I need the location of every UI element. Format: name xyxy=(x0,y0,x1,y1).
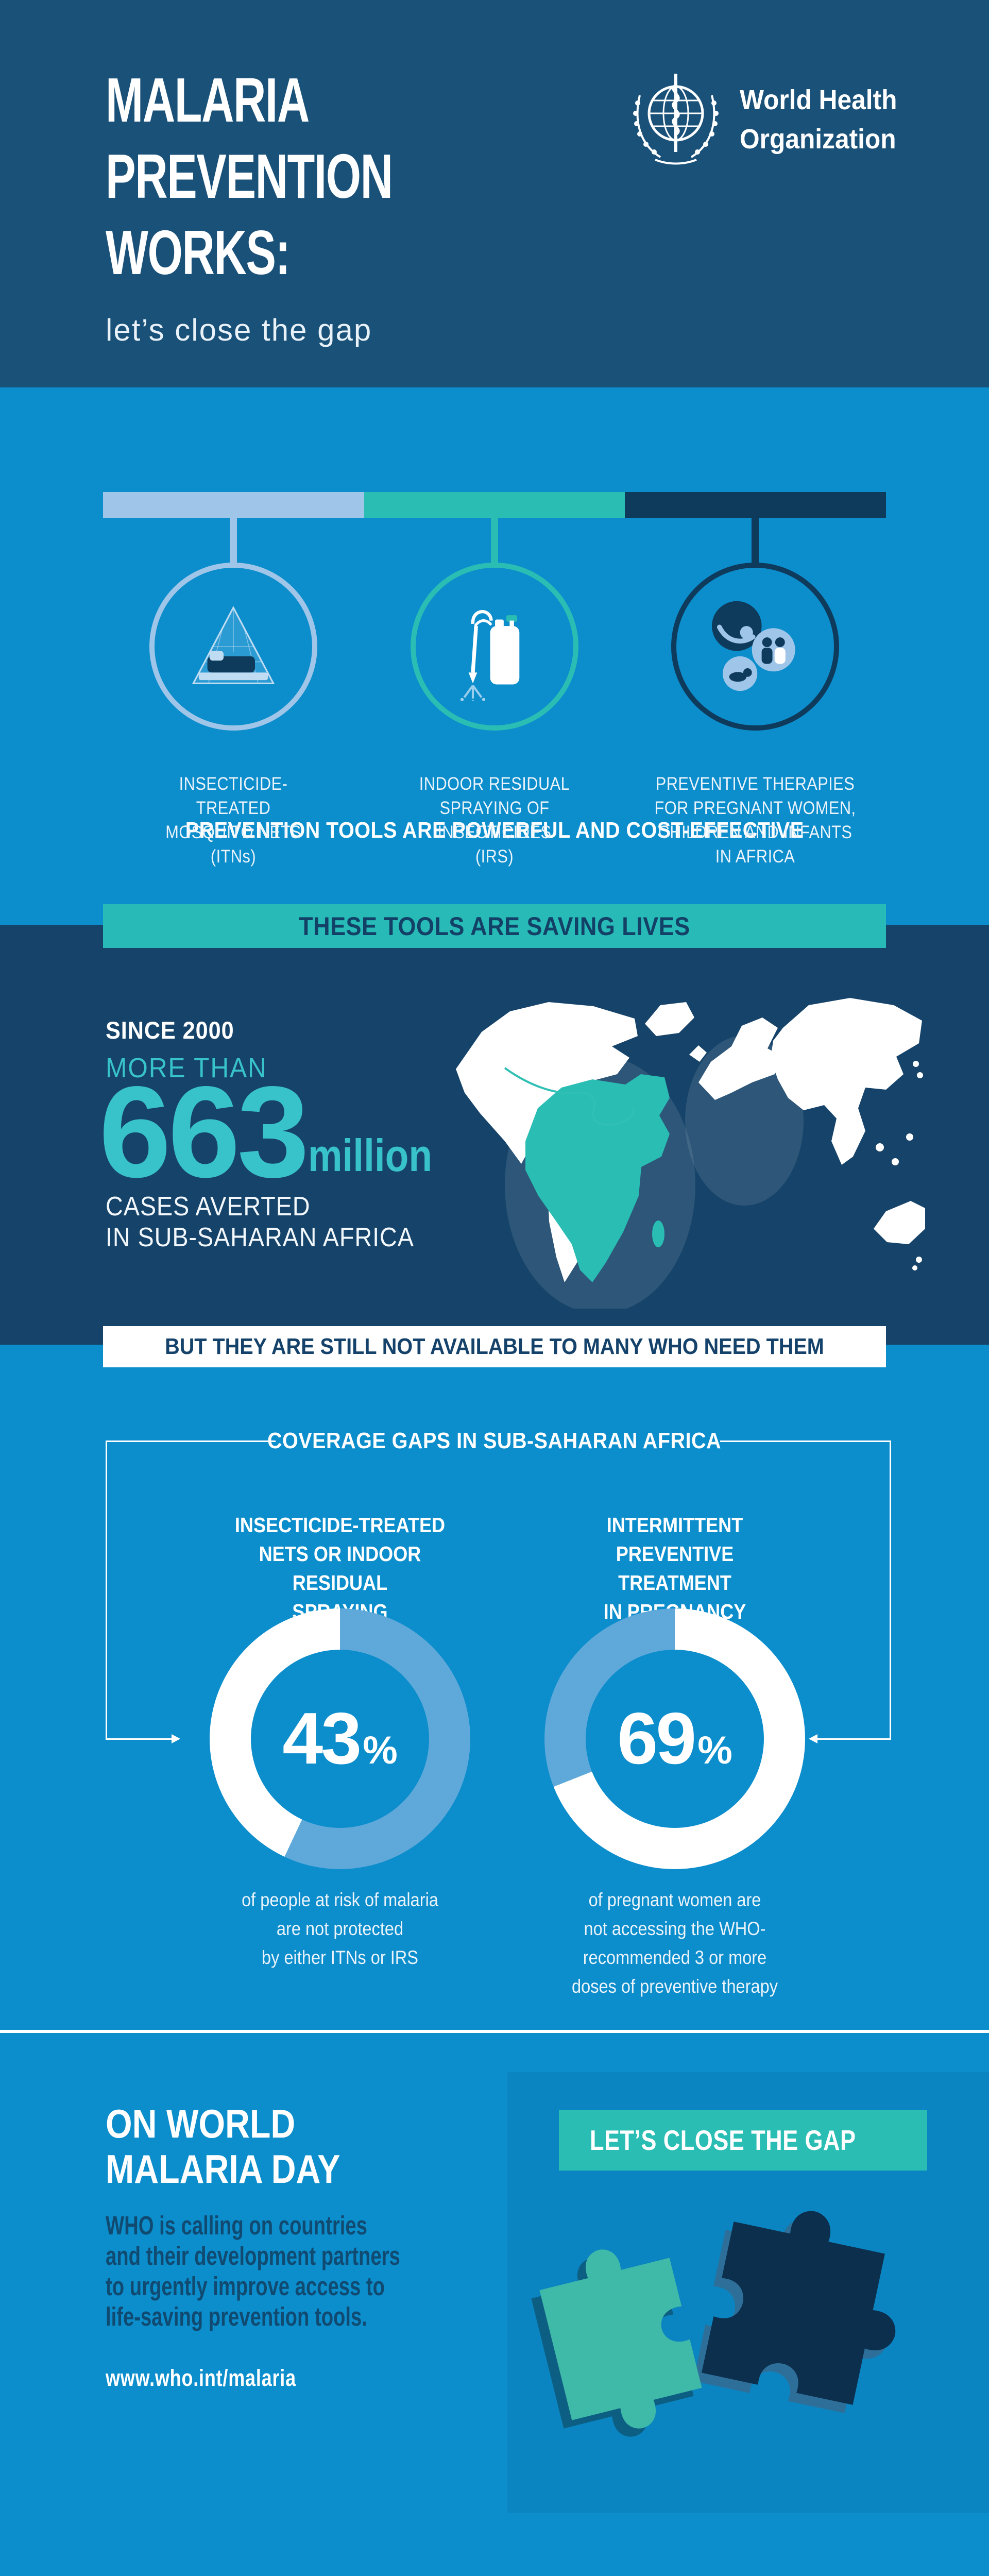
more-than-label: MORE THAN xyxy=(106,1053,267,1083)
donut-hole: 43 % xyxy=(251,1650,429,1828)
call-to-action-paragraph: WHO is calling on countries and their de… xyxy=(106,2211,400,2331)
who-malaria-url: www.who.int/malaria xyxy=(106,2365,296,2391)
circle-therapies xyxy=(671,563,839,731)
page-title: MALARIA PREVENTION WORKS: xyxy=(106,65,393,287)
donut-caption-itn-irs: of people at risk of malaria are not pro… xyxy=(242,1889,438,1968)
spraying-icon xyxy=(460,610,520,701)
coverage-frame-vertical-left xyxy=(106,1440,107,1740)
label-itn: INSECTICIDE- TREATED MOSQUITO NETS (ITNs) xyxy=(165,774,301,867)
puzzle-navy-piece xyxy=(702,2211,896,2405)
circle-irs xyxy=(411,563,578,731)
saving-lives-banner: THESE TOOLS ARE SAVING LIVES xyxy=(103,904,886,948)
header-section: MALARIA PREVENTION WORKS: let’s close th… xyxy=(0,0,989,387)
gap-banner: BUT THEY ARE STILL NOT AVAILABLE TO MANY… xyxy=(103,1326,886,1367)
section-divider xyxy=(0,2030,989,2033)
who-emblem-icon xyxy=(633,74,719,165)
mosquito-net-icon xyxy=(192,606,275,684)
coverage-gaps-section xyxy=(0,1345,989,2033)
stem-irs xyxy=(491,518,498,563)
arrow-right-icon xyxy=(172,1734,180,1743)
page-subtitle: let’s close the gap xyxy=(106,313,372,347)
donut-percent-iptp: 69 % xyxy=(617,1698,732,1780)
coverage-title: COVERAGE GAPS IN SUB-SAHARAN AFRICA xyxy=(267,1428,722,1453)
cases-caption-line1: CASES AVERTED xyxy=(106,1192,311,1222)
arrow-right-line xyxy=(817,1738,891,1740)
who-logo-text: World Health Organization xyxy=(740,84,897,155)
label-irs: INDOOR RESIDUAL SPRAYING OF INSECTICIDES(… xyxy=(419,774,570,867)
tools-headline: PREVENTION TOOLS ARE POWERFUL AND COST-E… xyxy=(185,818,804,843)
donut-caption-iptp: of pregnant women are not accessing the … xyxy=(571,1889,778,1997)
column-header-itn-irs: INSECTICIDE-TREATED NETS OR INDOOR RESID… xyxy=(234,1513,446,1623)
cases-averted-unit: million xyxy=(308,1130,433,1181)
donut-chart-itn-irs: 43 % xyxy=(210,1608,470,1869)
bar-segment-irs xyxy=(364,492,625,518)
circle-itn xyxy=(149,563,317,731)
saving-lives-section xyxy=(0,925,989,1345)
close-the-gap-ribbon: LET’S CLOSE THE GAP xyxy=(559,2110,927,2171)
label-therapies: PREVENTIVE THERAPIES FOR PREGNANT WOMEN, … xyxy=(654,774,856,867)
since-label: SINCE 2000 xyxy=(106,1016,234,1044)
world-map-africa-highlight xyxy=(456,998,925,1309)
bar-segment-itn xyxy=(103,492,364,518)
coverage-frame-line-right xyxy=(720,1440,891,1442)
donut-hole: 69 % xyxy=(586,1650,764,1828)
donut-percent-itn-irs: 43 % xyxy=(282,1698,398,1780)
cases-caption-line2: IN SUB-SAHARAN AFRICA xyxy=(106,1223,414,1252)
arrow-left-line xyxy=(106,1738,172,1740)
stem-therapies xyxy=(752,518,759,563)
world-malaria-day-heading: ON WORLD MALARIA DAY xyxy=(106,2101,340,2192)
mother-child-icon xyxy=(712,601,795,691)
bar-segment-therapies xyxy=(625,492,886,518)
coverage-frame-vertical-right xyxy=(890,1440,891,1740)
cases-averted-number: 663 xyxy=(99,1060,309,1205)
tools-color-bar xyxy=(103,492,886,518)
column-header-iptp: INTERMITTENT PREVENTIVE TREATMENT IN PRE… xyxy=(604,1513,746,1623)
donut-chart-iptp: 69 % xyxy=(544,1608,805,1869)
stem-itn xyxy=(230,518,237,563)
arrow-left-icon xyxy=(809,1734,817,1743)
puzzle-teal-piece xyxy=(539,2249,702,2429)
puzzle-pieces-illustration xyxy=(531,2211,896,2437)
coverage-frame-line-left xyxy=(106,1440,276,1442)
